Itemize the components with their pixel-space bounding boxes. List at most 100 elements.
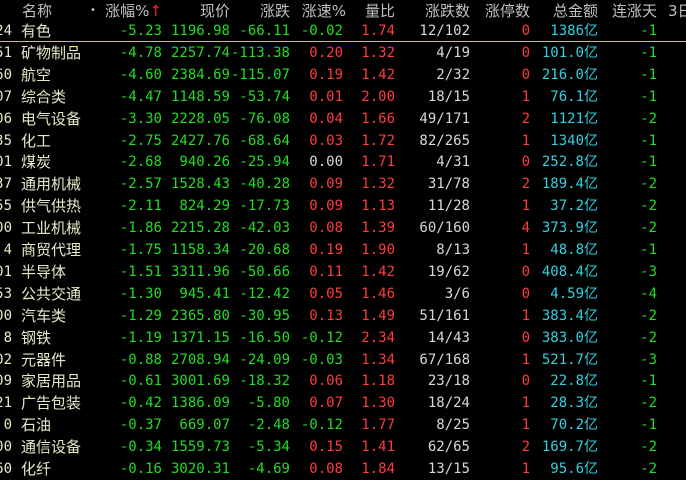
table-row[interactable]: 09 家居用品 -0.61 3001.69 -18.32 0.06 1.18 23/18 0 22… [0,370,686,392]
table-row[interactable]: 07 综合类 -4.47 1148.59 -53.74 0.01 2.00 18/15 1 76.… [0,86,686,108]
cell-up-down: 31/78 [427,176,470,193]
cell-speed: 0.19 [309,242,343,258]
cell-name: 商贸代理 [21,241,82,259]
cell-name: 化纤 [21,460,52,478]
cell-up-down: 13/15 [427,461,470,477]
cell-name: 煤炭 [21,153,52,172]
cell-limit-up: 1 [521,242,530,258]
cell-change: -53.74 [239,88,290,105]
cell-change: -66.11 [239,23,290,39]
cell-limit-up: 1 [521,132,530,149]
table-row[interactable]: 01 半导体 -1.51 3311.96 -50.66 0.11 1.42 19/62 0 408… [0,261,686,283]
header-dot: • [90,5,96,16]
cell-up-down: 62/65 [427,439,470,456]
table-row[interactable]: 00 通信设备 -0.34 1559.73 -5.34 0.15 1.41 62/65 2 169… [0,436,686,458]
header-up-down[interactable]: 涨跌数 [424,2,470,20]
cell-speed: 0.08 [309,461,343,477]
cell-vol-ratio: 1.42 [361,263,395,280]
cell-vol-ratio: 2.00 [361,88,395,105]
table-row[interactable]: 51 矿物制品 -4.78 2257.74-113.38 0.20 1.32 4/19 0 10… [0,42,686,64]
cell-up-down: 18/24 [427,395,470,412]
cell-change-pct: -4.78 [119,44,162,61]
cell-name: 有色 [21,22,52,40]
cell-amount: 22.8亿 [550,373,598,390]
table-row[interactable]: 01 煤炭 -2.68 940.26 -25.94 0.00 1.71 4/31 0 252.8亿… [0,151,686,173]
cell-streak: -2 [640,461,657,477]
cell-up-down: 8/13 [436,242,470,258]
cell-change-pct: -0.42 [119,395,162,412]
cell-limit-up: 0 [521,154,530,171]
cell-limit-up: 2 [521,176,530,193]
table-row[interactable]: 02 元器件 -0.88 2708.94 -24.09 -0.03 1.34 67/168 15… [0,349,686,371]
cell-change-pct: -1.75 [119,242,162,258]
header-amount[interactable]: 总金额 [552,2,598,20]
header-change[interactable]: 涨跌 [259,2,290,20]
header-change-pct[interactable]: 涨幅%↑ [105,0,162,22]
cell-amount: 1340亿 [550,132,598,149]
table-row[interactable]: 37 通用机械 -2.57 1528.43 -40.28 0.09 1.32 31/78 2 18… [0,173,686,195]
table-row[interactable]: 00 汽车类 -1.29 2365.80 -30.95 0.13 1.49 51/161 1 38… [0,305,686,327]
cell-vol-ratio: 1.66 [361,110,395,127]
cell-limit-up: 0 [521,285,530,302]
table-row[interactable]: 35 化工 -2.75 2427.76 -68.64 0.03 1.72 82/265 1 134… [0,130,686,152]
header-speed[interactable]: 涨速% [301,2,346,20]
table-row[interactable]: 21 广告包装 -0.42 1386.09 -5.80 0.07 1.30 18/24 1 28.… [0,392,686,414]
table-row[interactable]: 0 石油 -0.37 669.07 -2.48 -0.12 1.77 8/25 1 70.2亿 -1 [0,414,686,436]
cell-vol-ratio: 1.90 [361,242,395,258]
cell-streak: -2 [640,110,657,127]
cell-vol-ratio: 1.72 [361,132,395,149]
cell-name: 电气设备 [21,109,82,128]
table-row[interactable]: 8 钢铁 -1.19 1371.15 -16.50 -0.12 2.34 14/43 0 383.… [0,327,686,349]
cell-code: 21 [0,395,12,412]
cell-amount: 48.8亿 [550,242,598,258]
cell-limit-up: 1 [521,417,530,434]
cell-code: 02 [0,351,12,368]
table-row[interactable]: 4 商贸代理 -1.75 1158.34 -20.68 0.19 1.90 8/13 1 48.8… [0,239,686,261]
cell-code: 37 [0,176,12,193]
cell-name: 航空 [21,65,52,84]
cell-up-down: 51/161 [419,307,470,324]
cell-price: 1371.15 [170,329,230,346]
cell-price: 940.26 [179,154,230,171]
header-streak[interactable]: 连涨天 [611,2,657,20]
table-row[interactable]: 00 工业机械 -1.86 2215.28 -42.03 0.08 1.39 60/160 43… [0,217,686,239]
cell-change-pct: -1.29 [119,307,162,324]
table-row[interactable]: 60 化纤 -0.16 3020.31 -4.69 0.08 1.84 13/15 1 95.6亿… [0,458,686,480]
cell-name: 化工 [21,131,52,150]
table-row[interactable]: 55 供气供热 -2.11 824.29 -17.73 0.09 1.13 11/28 1 37.… [0,195,686,217]
header-name[interactable]: 名称 [22,2,53,20]
cell-price: 2708.94 [170,351,230,368]
cell-code: 00 [0,307,12,324]
cell-up-down: 18/15 [427,88,470,105]
cell-amount: 37.2亿 [550,198,598,215]
cell-amount: 1121亿 [550,110,598,127]
cell-amount: 28.3亿 [550,395,598,412]
header-price[interactable]: 现价 [199,2,230,20]
cell-change-pct: -5.23 [119,23,162,39]
header-limit-up[interactable]: 涨停数 [484,2,530,20]
cell-change-pct: -2.68 [119,154,162,171]
cell-limit-up: 0 [521,44,530,61]
table-row[interactable]: 60 航空 -4.60 2384.69-115.07 0.19 1.42 2/32 0 216.… [0,64,686,86]
cell-up-down: 8/25 [436,417,470,434]
cell-speed: 0.20 [309,44,343,61]
cell-price: 1528.43 [170,176,230,193]
cell-change: -24.09 [239,351,290,368]
cell-change: -76.08 [239,110,290,127]
table-row[interactable]: 06 电气设备 -3.30 2228.05 -76.08 0.04 1.66 49/171 2 1… [0,108,686,130]
cell-streak: -2 [640,307,657,324]
cell-change-pct: -1.86 [119,220,162,237]
table-row[interactable]: 24 有色 -5.23 1196.98 -66.11 -0.02 1.74 12/102 0 13… [0,20,686,42]
cell-up-down: 60/160 [419,220,470,237]
cell-streak: -2 [640,220,657,237]
cell-change: -5.80 [247,395,290,412]
header-vol-ratio[interactable]: 量比 [364,2,395,20]
cell-code: 01 [0,154,12,171]
cell-change-pct: -0.16 [119,461,162,477]
cell-up-down: 19/62 [427,263,470,280]
table-row[interactable]: 53 公共交通 -1.30 945.41 -12.42 0.05 1.46 3/6 0 4.59亿… [0,283,686,305]
cell-name: 元器件 [21,350,67,369]
header-three-day[interactable]: 3日 [668,2,686,20]
cell-streak: -1 [640,373,657,390]
cell-change-pct: -1.19 [119,329,162,346]
